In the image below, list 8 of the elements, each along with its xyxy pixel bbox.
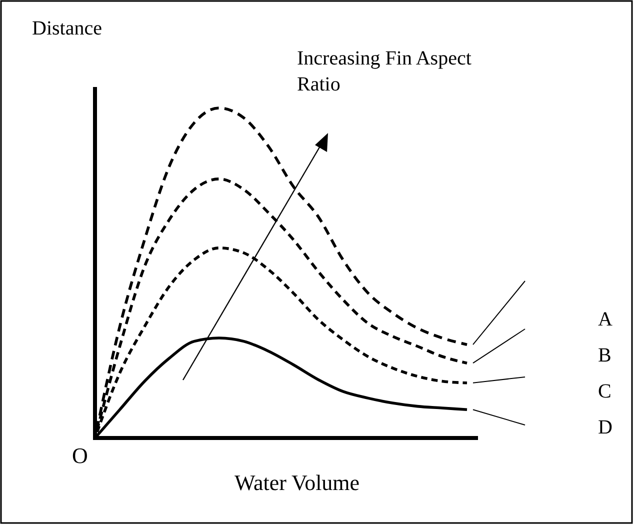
x-axis-title: Water Volume — [234, 470, 360, 496]
text: B — [598, 344, 612, 367]
text: Increasing Fin Aspect Ratio — [297, 48, 472, 96]
text: A — [598, 308, 613, 331]
text: O — [72, 443, 88, 468]
text: C — [598, 380, 612, 403]
y-axis-title: Distance — [32, 18, 102, 40]
text: D — [598, 416, 612, 439]
